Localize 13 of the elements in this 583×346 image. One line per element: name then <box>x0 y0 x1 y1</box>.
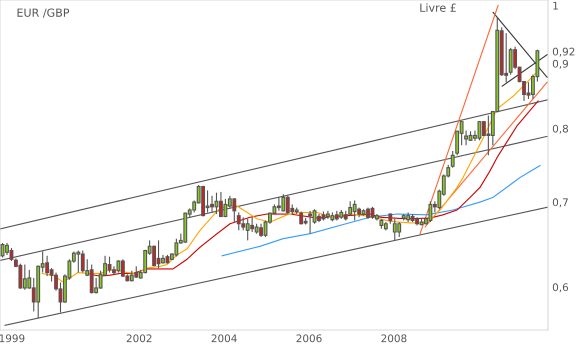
x-tick-label: 2004 <box>212 334 237 342</box>
y-tick-label: 0,6 <box>552 283 568 292</box>
x-tick-label: 1999 <box>0 334 24 342</box>
x-tick-label: 2002 <box>126 334 152 342</box>
y-axis-title: Livre £ <box>420 3 456 12</box>
x-tick-label: 2008 <box>381 334 406 342</box>
text: EUR /GBP <box>18 8 70 18</box>
y-tick-label: 0,8 <box>552 124 568 134</box>
y-tick-label: 0,92 <box>552 48 574 57</box>
y-tick-label: 0,7 <box>552 198 568 208</box>
y-tick-label: 1 <box>553 2 558 10</box>
y-tick-label: 0,9 <box>552 60 568 69</box>
x-tick-label: 2006 <box>296 334 322 342</box>
